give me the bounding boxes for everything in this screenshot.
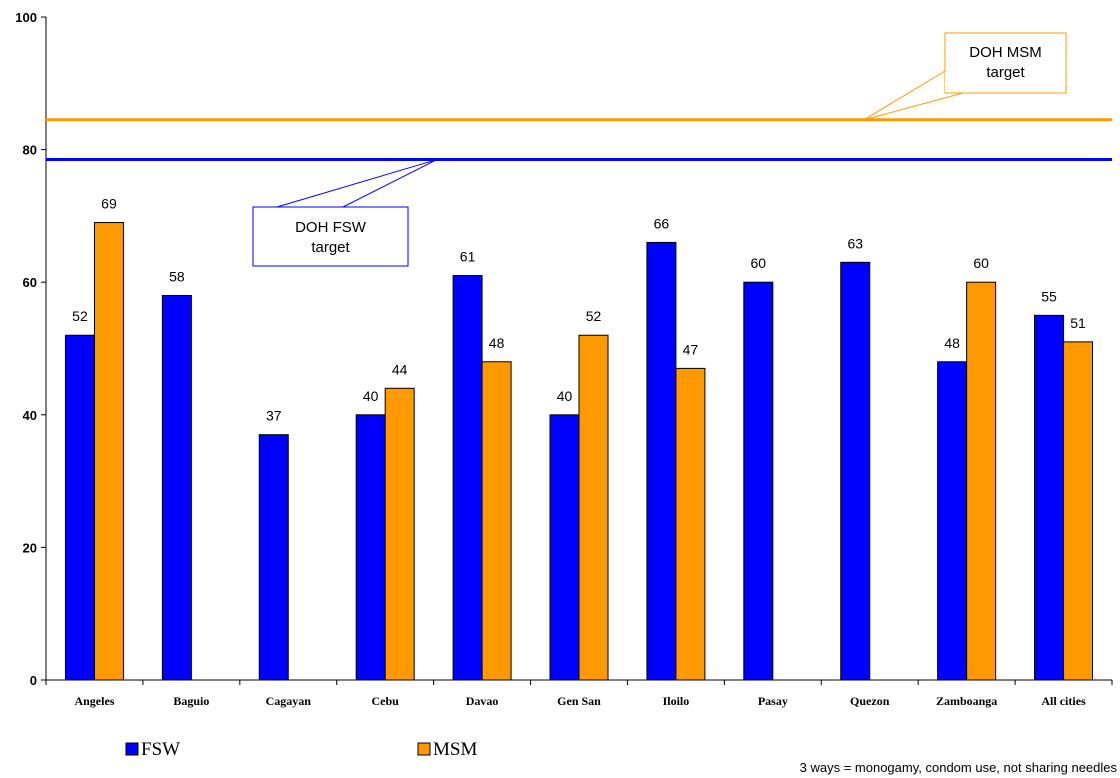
footnote: 3 ways = monogamy, condom use, not shari… [800,760,1118,775]
x-tick-label: Cebu [372,694,400,708]
x-tick-label: Cagayan [266,694,312,708]
msm-callout-text: DOH MSM [969,44,1042,61]
data-label: 40 [557,388,573,404]
x-tick-label: Angeles [74,694,114,708]
legend-label-msm: MSM [433,739,477,760]
x-tick-label: All cities [1041,694,1086,708]
y-axis: 0 20 40 60 80 100 [15,10,47,688]
data-label: 66 [654,215,670,231]
bar-fsw [1034,314,1065,681]
y-tick-label: 100 [15,10,37,25]
data-label: 61 [460,249,476,265]
bar-fsw [937,361,968,681]
fsw-callout-text: target [311,239,350,256]
data-label: 51 [1070,315,1086,331]
bar-fsw [840,261,871,681]
data-label: 55 [1041,288,1057,304]
legend-label-fsw: FSW [141,739,180,760]
x-tick-label: Davao [466,694,499,708]
x-tick-label: Iloilo [663,694,690,708]
data-labels: 52 69 58 37 40 44 61 48 40 52 66 47 60 63 48 60 55 51 [72,196,1086,424]
x-tick-label: Baguio [173,694,209,708]
fsw-callout-pointer [276,159,438,208]
x-axis: Angeles Baguio Cagayan Cebu Davao Gen San Iloi… [45,679,1113,708]
data-label: 60 [973,255,989,271]
x-tick-label: Gen San [557,694,601,708]
bar-fsw [743,281,774,681]
y-tick-label: 20 [23,540,37,555]
bar-fsw [64,334,95,681]
bar-fsw [646,241,677,681]
bar-msm [481,361,512,681]
y-tick-label: 0 [30,673,37,688]
bar-msm [384,387,415,681]
bar-fsw [355,414,386,681]
data-label: 40 [363,388,379,404]
bar-fsw [161,294,192,681]
y-tick-label: 40 [23,408,37,423]
x-tick-label: Pasay [758,694,788,708]
y-tick-label: 80 [23,143,37,158]
legend-swatch-msm [417,742,431,756]
msm-callout-box [944,32,1067,94]
data-label: 58 [169,268,185,284]
msm-callout-text: target [986,64,1025,81]
data-label: 47 [683,341,699,357]
data-label: 60 [751,255,767,271]
data-label: 48 [489,335,505,351]
fsw-callout-box [252,206,409,267]
bar-msm [93,222,124,681]
data-label: 69 [101,196,117,212]
legend-swatch-fsw [125,742,139,756]
legend: FSW MSM [125,739,477,760]
data-label: 37 [266,408,282,424]
bar-fsw [549,414,580,681]
fsw-callout-text: DOH FSW [295,219,367,236]
x-tick-label: Quezon [850,694,890,708]
data-label: 48 [944,335,960,351]
bars [64,222,1094,681]
data-label: 63 [847,235,863,251]
reference-lines: DOH MSM target DOH FSW target [46,32,1112,267]
data-label: 52 [586,308,602,324]
data-label: 44 [392,361,408,377]
bar-msm [1063,341,1094,681]
bar-msm [578,334,609,681]
bar-msm [966,281,997,681]
x-tick-label: Zamboanga [936,694,997,708]
y-tick-label: 60 [23,275,37,290]
bar-msm [675,367,706,681]
bar-fsw [452,275,483,681]
data-label: 52 [72,308,88,324]
bar-fsw [258,434,289,681]
